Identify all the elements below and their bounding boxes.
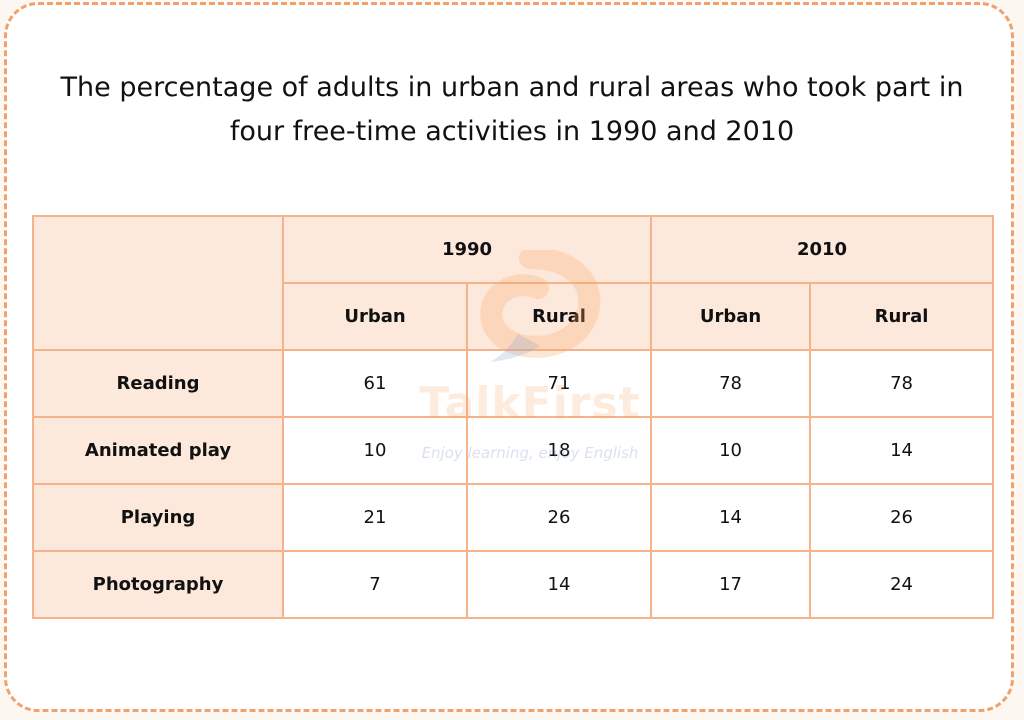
area-header: Urban bbox=[282, 282, 468, 351]
value-cell: 7 bbox=[282, 550, 468, 619]
value-cell: 21 bbox=[282, 483, 468, 552]
value-cell: 14 bbox=[465, 550, 653, 619]
row-label: Photography bbox=[32, 550, 284, 619]
chart-title: The percentage of adults in urban and ru… bbox=[60, 72, 964, 147]
value-cell: 26 bbox=[465, 483, 653, 552]
table-row: Animated play 10 18 10 14 bbox=[32, 416, 995, 485]
year-header: 2010 bbox=[650, 215, 995, 284]
value-cell: 78 bbox=[650, 349, 812, 418]
table-row: Photography 7 14 17 24 bbox=[32, 550, 995, 619]
year-header: 1990 bbox=[281, 215, 653, 284]
row-label: Playing bbox=[32, 483, 284, 552]
value-cell: 78 bbox=[809, 349, 995, 418]
value-cell: 10 bbox=[282, 416, 468, 485]
corner-cell bbox=[32, 215, 284, 351]
area-header: Rural bbox=[809, 282, 995, 351]
value-cell: 10 bbox=[650, 416, 812, 485]
value-cell: 18 bbox=[465, 416, 653, 485]
row-label: Reading bbox=[32, 349, 284, 418]
year-header-row: 1990 2010 bbox=[32, 215, 995, 351]
value-cell: 14 bbox=[650, 483, 812, 552]
data-table: 1990 2010 Urban Rural Urban Rural Readin… bbox=[32, 215, 995, 619]
value-cell: 14 bbox=[809, 416, 995, 485]
table-row: Playing 21 26 14 26 bbox=[32, 483, 995, 552]
value-cell: 71 bbox=[465, 349, 653, 418]
value-cell: 26 bbox=[809, 483, 995, 552]
area-header: Urban bbox=[650, 282, 812, 351]
value-cell: 61 bbox=[282, 349, 468, 418]
area-header: Rural bbox=[465, 282, 653, 351]
value-cell: 24 bbox=[809, 550, 995, 619]
value-cell: 17 bbox=[650, 550, 812, 619]
row-label: Animated play bbox=[32, 416, 284, 485]
table-row: Reading 61 71 78 78 bbox=[32, 349, 995, 418]
area-header-row: Urban Rural Urban Rural bbox=[33, 282, 995, 351]
